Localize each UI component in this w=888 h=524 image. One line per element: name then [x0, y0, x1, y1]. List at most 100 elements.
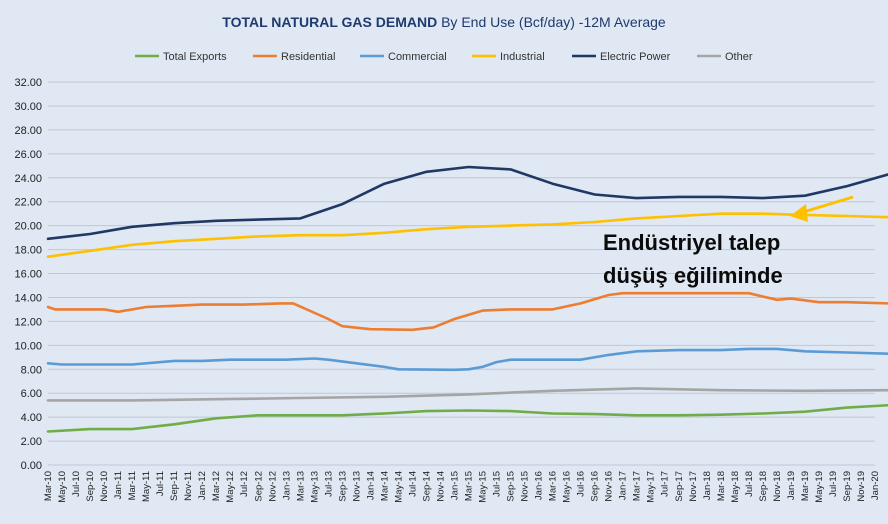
x-tick-label: Jan-13 — [281, 471, 292, 500]
x-tick-label: Mar-19 — [800, 471, 811, 501]
y-tick-label: 6.00 — [21, 388, 42, 400]
series-line-commercial — [46, 347, 888, 372]
x-tick-label: Jul-16 — [576, 471, 587, 497]
x-tick-label: Jul-19 — [828, 471, 839, 497]
legend-label: Other — [725, 51, 753, 63]
y-tick-label: 16.00 — [14, 269, 42, 281]
x-tick-label: Jan-11 — [113, 471, 124, 499]
x-tick-label: Nov-17 — [688, 471, 699, 502]
x-tick-label: May-16 — [562, 471, 573, 503]
x-tick-label: Jul-18 — [744, 471, 755, 497]
y-tick-label: 0.00 — [21, 460, 42, 472]
x-tick-label: Jul-15 — [492, 471, 503, 497]
x-tick-label: May-10 — [57, 471, 68, 503]
x-tick-label: Mar-11 — [127, 471, 138, 500]
x-tick-label: Jul-14 — [407, 471, 418, 497]
y-tick-label: 22.00 — [14, 197, 42, 209]
legend-label: Residential — [281, 51, 335, 63]
x-tick-label: Mar-14 — [379, 471, 390, 501]
x-tick-label: Jan-19 — [786, 471, 797, 500]
x-tick-label: Nov-14 — [435, 471, 446, 502]
x-tick-label: May-13 — [309, 471, 320, 503]
x-axis-ticks: Mar-10 May-10 Jul-10 Sep-10 Nov-10 Jan-11 Mar-… — [43, 471, 881, 503]
legend-label: Electric Power — [600, 51, 671, 63]
x-tick-label: Sep-14 — [421, 471, 432, 502]
gridlines — [48, 81, 875, 466]
x-tick-label: Sep-15 — [506, 471, 517, 502]
x-tick-label: Nov-13 — [351, 471, 362, 502]
x-tick-label: May-17 — [646, 471, 657, 503]
x-tick-label: Sep-17 — [674, 471, 685, 502]
x-tick-label: Nov-12 — [267, 471, 278, 502]
series-line-total-exports — [46, 403, 888, 433]
x-tick-label: May-11 — [141, 471, 152, 502]
x-tick-label: May-15 — [478, 471, 489, 503]
chart-title-bold: TOTAL NATURAL GAS DEMAND — [222, 14, 437, 30]
series-lines — [46, 165, 888, 433]
x-tick-label: Sep-19 — [842, 471, 853, 502]
annotation-line-2: düşüş eğiliminde — [603, 263, 783, 288]
x-tick-label: Mar-17 — [632, 471, 643, 501]
x-tick-label: Jan-16 — [534, 471, 545, 500]
x-tick-label: Nov-19 — [856, 471, 867, 502]
annotation-arrow-head — [790, 204, 808, 222]
x-tick-label: May-19 — [814, 471, 825, 503]
x-tick-label: Jul-12 — [239, 471, 250, 497]
x-tick-label: Jan-15 — [449, 471, 460, 500]
annotation-line-1: Endüstriyel talep — [603, 230, 780, 255]
x-tick-label: Sep-18 — [758, 471, 769, 502]
y-tick-label: 24.00 — [14, 173, 42, 185]
x-tick-label: Sep-10 — [85, 471, 96, 502]
x-tick-label: Mar-18 — [716, 471, 727, 501]
x-tick-label: May-12 — [225, 471, 236, 503]
y-axis-ticks: 0.00 2.00 4.00 6.00 8.00 10.00 12.00 14.00 16.00… — [14, 77, 42, 472]
x-tick-label: Sep-13 — [337, 471, 348, 502]
series-line-other — [46, 387, 888, 402]
x-tick-label: Nov-15 — [520, 471, 531, 502]
chart-title-rest: By End Use (Bcf/day) -12M Average — [437, 14, 666, 30]
x-tick-label: Jan-14 — [365, 471, 376, 500]
x-tick-label: Mar-12 — [211, 471, 222, 501]
x-tick-label: Mar-15 — [464, 471, 475, 501]
chart-title: TOTAL NATURAL GAS DEMAND By End Use (Bcf… — [222, 14, 666, 30]
x-tick-label: May-18 — [730, 471, 741, 503]
x-tick-label: Jan-20 — [870, 471, 881, 500]
y-tick-label: 28.00 — [14, 125, 42, 137]
y-tick-label: 20.00 — [14, 221, 42, 233]
y-tick-label: 12.00 — [14, 316, 42, 328]
series-line-electric-power — [46, 165, 888, 241]
x-tick-label: Mar-16 — [548, 471, 559, 501]
series-line-residential — [46, 291, 888, 332]
x-tick-label: Sep-11 — [169, 471, 180, 501]
y-tick-label: 2.00 — [21, 436, 42, 448]
legend-label: Total Exports — [163, 51, 227, 63]
x-tick-label: Mar-13 — [295, 471, 306, 501]
x-tick-label: Mar-10 — [43, 471, 54, 501]
y-tick-label: 18.00 — [14, 245, 42, 257]
y-tick-label: 4.00 — [21, 412, 42, 424]
x-tick-label: Nov-10 — [99, 471, 110, 502]
x-tick-label: Nov-16 — [604, 471, 615, 502]
y-tick-label: 30.00 — [14, 101, 42, 113]
annotation-arrow-line — [799, 195, 854, 215]
x-tick-label: Jul-13 — [323, 471, 334, 497]
x-tick-label: Nov-11 — [183, 471, 194, 501]
x-tick-label: Jan-17 — [618, 471, 629, 500]
x-tick-label: Jan-12 — [197, 471, 208, 500]
y-tick-label: 26.00 — [14, 149, 42, 161]
x-tick-label: May-14 — [393, 471, 404, 503]
legend: Total Exports Residential Commercial Indust… — [135, 51, 753, 63]
legend-label: Industrial — [500, 51, 545, 63]
x-tick-label: Jan-18 — [702, 471, 713, 500]
x-tick-label: Jul-10 — [71, 471, 82, 497]
y-tick-label: 14.00 — [14, 292, 42, 304]
y-tick-label: 32.00 — [14, 77, 42, 89]
x-tick-label: Sep-12 — [253, 471, 264, 502]
legend-label: Commercial — [388, 51, 447, 63]
y-tick-label: 8.00 — [21, 364, 42, 376]
x-tick-label: Jul-17 — [660, 471, 671, 497]
y-tick-label: 10.00 — [14, 340, 42, 352]
x-tick-label: Jul-11 — [155, 471, 166, 496]
